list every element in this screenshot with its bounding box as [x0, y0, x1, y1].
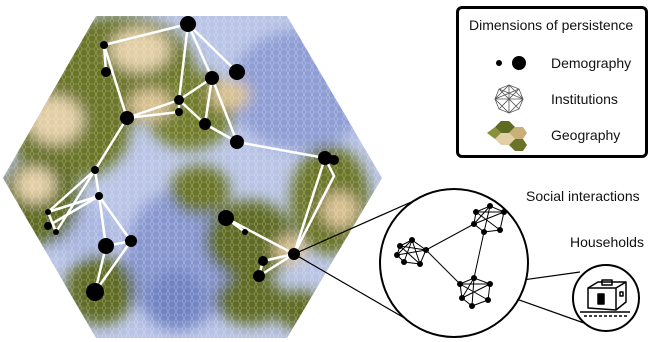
social-interactions-label: Social interactions — [526, 188, 640, 204]
household-circle — [572, 264, 640, 332]
terrain-hex-icon — [487, 121, 527, 151]
households-label: Households — [570, 234, 644, 250]
house-icon — [580, 279, 630, 317]
legend-item-institutions: Institutions — [459, 81, 645, 117]
social-interactions-circle — [379, 188, 529, 338]
legend-item-demography: Demography — [459, 45, 645, 81]
landscape-hexagon — [3, 16, 382, 338]
legend: Dimensions of persistence Demography Ins… — [456, 6, 648, 158]
dot-pair-icon — [496, 56, 526, 70]
legend-label-institutions: Institutions — [551, 91, 618, 107]
legend-label-demography: Demography — [551, 55, 632, 71]
legend-title: Dimensions of persistence — [469, 17, 634, 33]
legend-item-geography: Geography — [459, 117, 645, 153]
network-icon — [494, 84, 524, 114]
settlement-nodes — [44, 16, 339, 301]
legend-label-geography: Geography — [551, 127, 621, 143]
